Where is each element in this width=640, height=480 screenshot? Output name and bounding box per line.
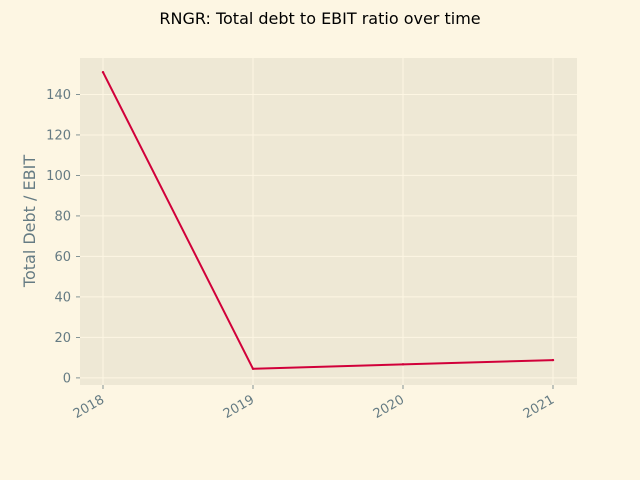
series-layer [101, 70, 555, 371]
gridlines [80, 58, 577, 385]
y-tick-label: 20 [54, 331, 71, 346]
y-tick-label: 140 [46, 88, 71, 103]
y-tick-label: 120 [46, 128, 71, 143]
y-tick-label: 100 [46, 169, 71, 184]
y-tick-label: 60 [54, 250, 71, 265]
y-axis: 0 20 40 60 80 100 120 140 [46, 88, 80, 386]
series-line [102, 71, 554, 370]
data-point [101, 70, 105, 74]
y-axis-label: Total Debt / EBIT [20, 155, 39, 288]
plot-area [80, 58, 577, 385]
data-point [551, 358, 555, 362]
data-point [401, 363, 405, 366]
chart-title: RNGR: Total debt to EBIT ratio over time [159, 9, 480, 28]
data-point [251, 367, 255, 371]
y-tick-label: 0 [63, 371, 71, 386]
y-tick-label: 40 [54, 290, 71, 305]
y-tick-label: 80 [54, 209, 71, 224]
